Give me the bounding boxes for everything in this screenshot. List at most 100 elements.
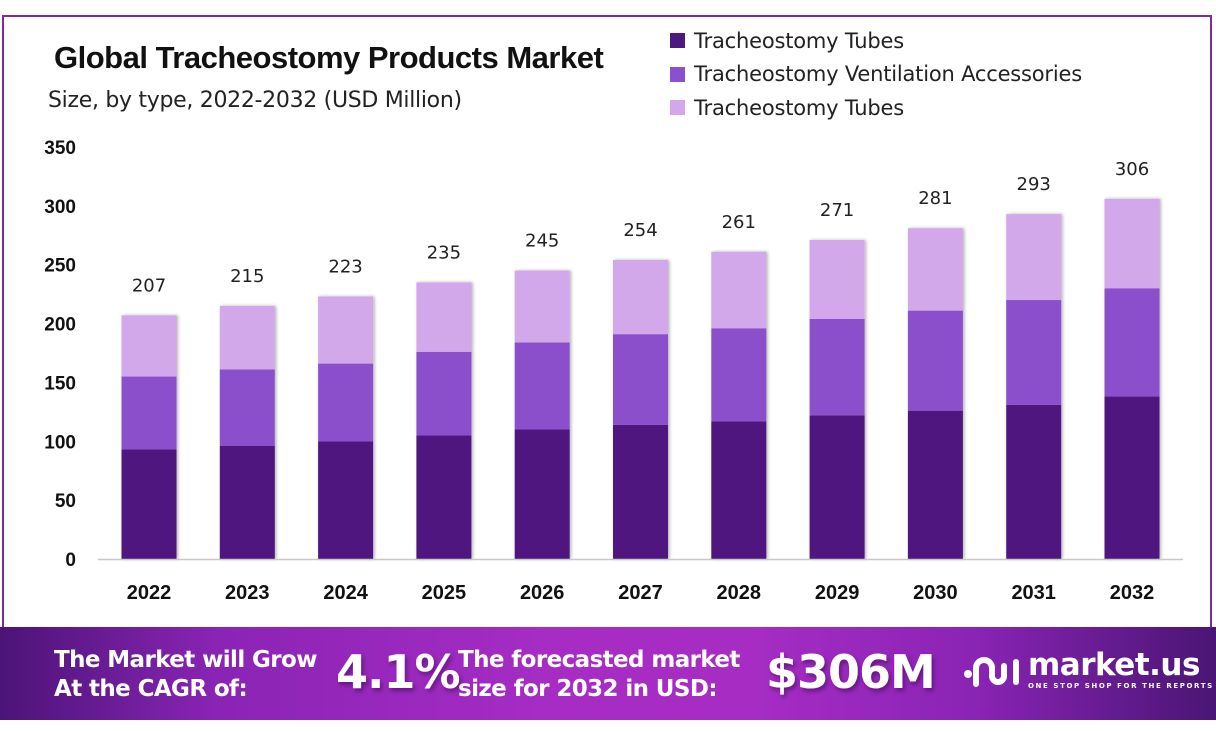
x-tick-label: 2028 [717,582,762,604]
bar-segment-tubes [318,441,374,559]
x-tick-label: 2026 [520,582,565,604]
legend: Tracheostomy Tubes Tracheostomy Ventilat… [670,24,1082,125]
x-tick-label: 2022 [127,582,172,604]
x-tick-label: 2032 [1110,582,1155,604]
bar-stack [219,305,275,559]
bar-segment-tubes-light [219,305,275,370]
data-label: 306 [1115,159,1149,180]
bar-stack [318,296,374,559]
bar-segment-ventilation-accessories [416,351,472,436]
y-tick-label: 300 [44,197,76,218]
x-tick-label: 2025 [422,582,467,604]
forecast-text-line1: The forecasted market [458,647,740,673]
bar-segment-tubes-light [1006,214,1062,301]
bar-segment-tubes-light [514,270,570,343]
logo-tagline: ONE STOP SHOP FOR THE REPORTS [1028,682,1214,690]
bar-segment-tubes [219,445,275,559]
legend-item: Tracheostomy Ventilation Accessories [670,58,1082,92]
bar-segment-tubes [1006,404,1062,559]
bar-segment-ventilation-accessories [809,318,865,416]
bar-stack [809,239,865,559]
data-label: 293 [1017,174,1051,195]
bar-segment-tubes [613,424,668,559]
bar-segment-tubes-light [121,315,177,377]
bar-segment-tubes-light [809,239,865,319]
y-tick-label: 250 [44,256,76,277]
cagr-text-line1: The Market will Grow [54,647,317,673]
x-tick-label: 2027 [618,582,663,604]
x-tick-label: 2031 [1011,582,1056,604]
bar-segment-tubes-light [711,251,767,329]
chart-subtitle: Size, by type, 2022-2032 (USD Million) [48,88,462,113]
bar-segment-ventilation-accessories [318,363,374,442]
bar-segment-tubes-light [1104,198,1160,289]
bar-segment-tubes [809,415,865,559]
forecast-value: $306M [766,645,936,699]
bars [121,198,1160,559]
market-us-logo-icon [964,657,1019,687]
y-axis: 0 50 100 150 200 250 300 350 [44,138,76,571]
cagr-value: 4.1% [336,645,461,699]
data-label: 207 [132,275,166,296]
x-tick-label: 2023 [225,582,270,604]
bar-stack [514,270,570,559]
bar-stack [416,282,472,559]
forecast-text-line2: size for 2032 in USD: [458,676,718,702]
bar-segment-tubes-light [613,260,668,335]
y-tick-label: 50 [55,491,76,512]
legend-label: Tracheostomy Tubes [694,95,904,120]
x-tick-label: 2030 [913,582,958,604]
legend-swatch [670,100,685,116]
data-label: 271 [820,200,854,221]
y-tick-label: 200 [44,315,76,336]
data-label: 235 [427,242,461,263]
y-tick-label: 0 [65,550,76,571]
bar-segment-tubes [416,435,472,559]
legend-swatch [670,33,685,49]
legend-swatch [670,66,685,82]
x-tick-label: 2029 [815,582,860,604]
bar-segment-tubes-light [318,296,374,364]
bar-stack [1104,198,1160,559]
data-label: 215 [230,266,264,287]
bar-segment-tubes [711,421,767,559]
legend-item: Tracheostomy Tubes [670,91,1082,125]
bar-segment-ventilation-accessories [1006,300,1062,405]
bar-stack [907,228,963,559]
bar-stack [613,260,668,559]
data-label: 261 [722,212,756,233]
bar-segment-ventilation-accessories [514,342,570,430]
forecast-text: The forecasted market size for 2032 in U… [458,646,740,704]
bar-segment-tubes [907,410,963,559]
y-tick-label: 100 [44,432,76,453]
bar-stack [711,251,767,559]
bar-segment-tubes [121,449,177,559]
logo-name: market.us [1028,647,1200,683]
legend-label: Tracheostomy Tubes [694,28,904,53]
legend-label: Tracheostomy Ventilation Accessories [694,62,1082,87]
x-axis: 2022 2023 2024 2025 2026 2027 2028 2029 2030 2031… [127,582,1155,604]
y-tick-label: 150 [44,373,76,394]
x-tick-label: 2024 [323,582,368,604]
bar-segment-tubes-light [907,228,963,311]
data-label: 245 [525,231,559,252]
bar-segment-ventilation-accessories [711,328,767,422]
bar-segment-ventilation-accessories [1104,288,1160,397]
bar-segment-tubes-light [416,282,472,352]
chart-title: Global Tracheostomy Products Market [54,40,604,75]
bar-segment-ventilation-accessories [219,369,275,446]
market-us-logo: market.us ONE STOP SHOP FOR THE REPORTS [962,650,1214,690]
bar-segment-tubes [1104,396,1160,559]
cagr-text: The Market will Grow At the CAGR of: [54,646,317,704]
data-label: 223 [328,256,362,277]
legend-item: Tracheostomy Tubes [670,24,1082,58]
data-label: 254 [623,220,657,241]
cagr-text-line2: At the CAGR of: [54,676,248,702]
bar-segment-ventilation-accessories [907,310,963,411]
data-label: 281 [918,188,952,209]
bar-stack [1006,214,1062,559]
y-tick-label: 350 [44,138,76,159]
bar-stack [121,315,177,559]
data-labels: 207 215 223 235 245 254 261 271 281 293 306 [132,159,1149,297]
